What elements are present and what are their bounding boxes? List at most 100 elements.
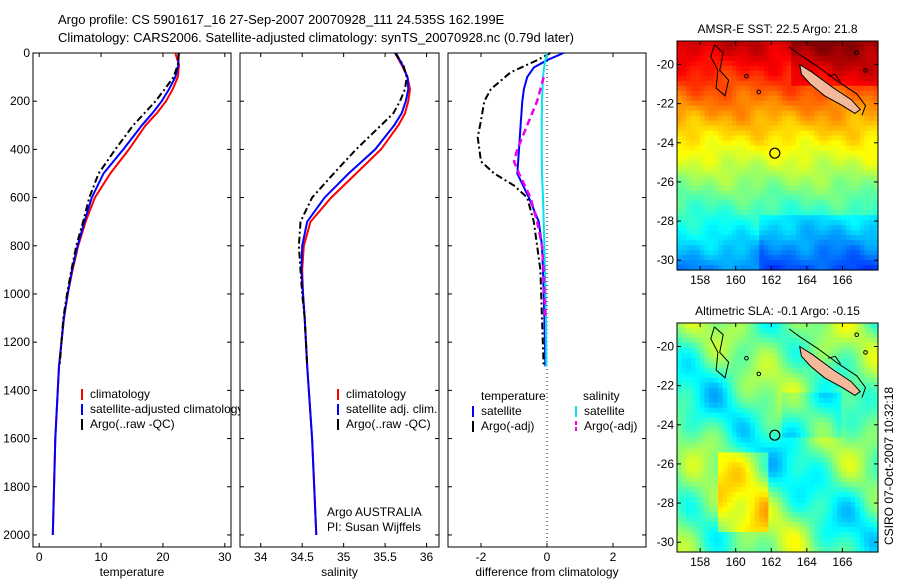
sla_map-cell [864, 462, 870, 468]
sla_map-cell [850, 402, 856, 409]
sst_map-cell [791, 50, 797, 57]
sla_map-cell [868, 417, 875, 424]
sla_map-cell [873, 407, 879, 414]
sst_map-cell [814, 65, 820, 72]
sst_map-cell [804, 210, 811, 216]
sla_map-cell [768, 382, 774, 389]
sla_map-cell [759, 352, 765, 359]
sst_map-cell [768, 130, 774, 137]
sla_map-cell [745, 422, 751, 429]
sla_map-cell [777, 542, 783, 548]
sla_map-cell [699, 387, 706, 394]
sst_map-cell [814, 125, 820, 132]
sst_map-cell [791, 155, 797, 162]
sla_map-cell [827, 342, 833, 349]
sla_map-cell [782, 462, 788, 468]
sst_map-cell [859, 260, 865, 266]
sst_map-cell [864, 60, 870, 67]
sla_map-cell [718, 362, 724, 369]
sla_map-cell [841, 362, 847, 369]
sla_map-cell [722, 387, 728, 394]
sla_map-cell [681, 437, 687, 444]
sst_map-cell [681, 205, 687, 211]
sla_map-cell [708, 407, 715, 414]
sla_map-cell [804, 537, 811, 543]
sst_map-cell [754, 195, 760, 201]
sst_map-cell [731, 50, 737, 57]
sst_map-cell [722, 230, 728, 236]
sla_map-cell [809, 402, 815, 409]
sst_map-cell [768, 95, 774, 102]
sst_map-cell [786, 200, 792, 206]
sla_map-cell [864, 342, 870, 349]
sst_map-cell [750, 215, 756, 221]
sla_map-cell [800, 357, 806, 364]
sst_map-cell [786, 95, 792, 102]
sla_map-cell [768, 477, 774, 483]
sla_map-cell [704, 547, 710, 553]
sst_map-cell [722, 60, 728, 67]
sla_map-cell [868, 537, 875, 543]
sst_map-cell [772, 60, 779, 67]
sst_map-cell [809, 95, 815, 102]
sla_map-cell [695, 457, 701, 463]
sla_map-cell [827, 482, 833, 488]
sst_map-cell [864, 225, 870, 231]
sst_map-cell [699, 190, 706, 196]
sla_map-cell [736, 442, 742, 449]
sla_map-cell [841, 487, 847, 493]
sla_map-cell [754, 323, 760, 329]
sla_map-cell [795, 462, 801, 468]
sla_map-cell [782, 512, 788, 518]
sst_map-cell [846, 180, 852, 186]
sla_map-cell [868, 517, 875, 523]
sst_map-cell [731, 255, 737, 261]
sst_map-cell [763, 145, 769, 152]
sla_map-cell [736, 417, 742, 424]
sla_map-cell [868, 472, 875, 478]
sst_map-cell [873, 80, 879, 87]
sst_map-cell [736, 225, 742, 231]
sla_map-cell [768, 522, 774, 528]
sla_map-cell [818, 512, 824, 518]
sst_map-cell [722, 85, 728, 92]
sst_map-cell [850, 170, 856, 177]
sst_map-cell [759, 255, 765, 261]
sst_map-cell [782, 75, 788, 82]
sla_map-cell [690, 507, 696, 513]
sla_map-cell [740, 522, 747, 528]
sst_map-cell [800, 210, 806, 216]
sla_map-cell [827, 502, 833, 508]
sla_map-cell [809, 392, 815, 399]
sst_map-cell [704, 55, 710, 62]
sla_map-cell [777, 457, 783, 463]
sla_map-cell [731, 527, 737, 533]
sst_map-cell [686, 260, 692, 266]
sst_map-cell [704, 65, 710, 72]
sla_map-cell [846, 537, 852, 543]
sst_map-cell [850, 130, 856, 137]
sst_map-cell [832, 120, 838, 127]
sla_map-cell [868, 427, 875, 434]
sst_map-cell [695, 215, 701, 221]
sla_map-cell [713, 522, 719, 528]
sst_map-cell [731, 195, 737, 201]
sla_map-cell [855, 407, 861, 414]
sst_map-cell [873, 70, 879, 77]
sst_map-cell [859, 205, 865, 211]
sst_map-cell [827, 220, 833, 226]
sst_map-cell [686, 235, 692, 241]
sst_map-cell [759, 210, 765, 216]
sla_map-cell [731, 542, 737, 548]
sla_map-cell [832, 342, 838, 349]
sla_map-cell [836, 352, 843, 359]
sst_map-cell [786, 150, 792, 157]
sst_map-cell [800, 180, 806, 186]
sla_map-cell [873, 332, 879, 339]
sla_map-cell [795, 377, 801, 384]
sla_map-cell [695, 517, 701, 523]
sst_map-cell [677, 220, 683, 226]
sla_map-cell [704, 542, 710, 548]
sla_map-cell [745, 462, 751, 468]
sla_map-cell [814, 417, 820, 424]
